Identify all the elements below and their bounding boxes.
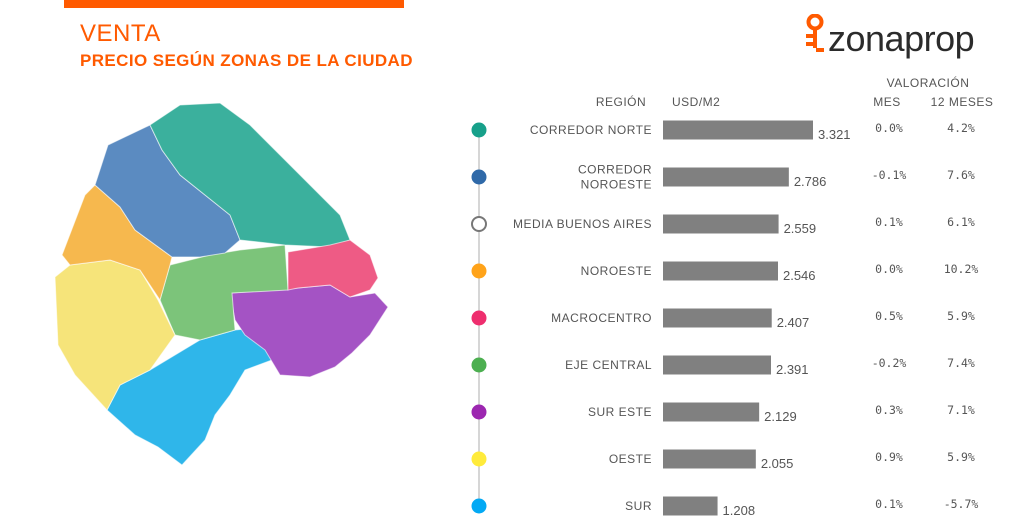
marker-dot [471, 263, 487, 279]
bar [663, 308, 772, 328]
marker-dot [471, 122, 487, 138]
category-label: SUR ESTE [588, 405, 652, 419]
mes-value: 0.3% [875, 403, 903, 417]
bar [663, 355, 771, 375]
category-label: CORREDOR [578, 163, 652, 177]
bar [663, 167, 789, 187]
category-label: OESTE [609, 452, 652, 466]
doce-meses-value: 5.9% [947, 450, 975, 464]
bar [663, 402, 760, 422]
col-header-valoracion: VALORACIÓN [887, 75, 970, 90]
doce-meses-value: 7.4% [947, 356, 975, 370]
bar [663, 449, 756, 469]
doce-meses-value: 10.2% [944, 262, 979, 276]
col-header-price: USD/M2 [672, 95, 720, 109]
mes-value: 0.0% [875, 121, 903, 135]
doce-meses-value: 7.1% [947, 403, 975, 417]
key-icon [806, 14, 824, 52]
mes-value: 0.1% [875, 497, 903, 511]
marker-dot [471, 498, 487, 514]
category-label: SUR [625, 499, 652, 513]
marker-dot [471, 310, 487, 326]
category-label: CORREDOR NORTE [530, 123, 652, 137]
marker-dot [471, 451, 487, 467]
bar [663, 120, 813, 140]
doce-meses-value: 6.1% [947, 215, 975, 229]
zonaprop-logo: zonaprop [804, 14, 1004, 64]
doce-meses-value: 7.6% [947, 168, 975, 182]
bar-value-label: 1.208 [723, 503, 756, 518]
mes-value: 0.0% [875, 262, 903, 276]
mes-value: 0.5% [875, 309, 903, 323]
doce-meses-value: -5.7% [944, 497, 979, 511]
bar-value-label: 3.321 [818, 127, 851, 142]
marker-dot [471, 169, 487, 185]
col-header-12-meses: 12 MESES [931, 95, 994, 109]
bar-value-label: 2.055 [761, 456, 794, 471]
bar-value-label: 2.391 [776, 362, 809, 377]
doce-meses-value: 5.9% [947, 309, 975, 323]
marker-dot [471, 357, 487, 373]
mes-value: -0.2% [872, 356, 907, 370]
map-zone-eje-central [159, 244, 289, 341]
category-label: MACROCENTRO [551, 311, 652, 325]
map-zone-macrocentro [287, 239, 379, 298]
col-header-mes: MES [873, 95, 901, 109]
bar [663, 261, 778, 281]
bar-value-label: 2.546 [783, 268, 816, 283]
mes-value: -0.1% [872, 168, 907, 182]
brand-name: zonaprop [828, 18, 975, 59]
page-title: VENTA [80, 20, 161, 47]
marker-dot [471, 216, 487, 232]
page-subtitle: PRECIO SEGÚN ZONAS DE LA CIUDAD [80, 51, 413, 70]
mes-value: 0.1% [875, 215, 903, 229]
category-label: NOROESTE [581, 178, 652, 192]
category-label: MEDIA BUENOS AIRES [513, 217, 652, 231]
bar [663, 214, 779, 234]
doce-meses-value: 4.2% [947, 121, 975, 135]
marker-dot [471, 404, 487, 420]
bar [663, 496, 718, 516]
bar-value-label: 2.559 [784, 221, 817, 236]
col-header-region: REGIÓN [596, 94, 646, 109]
bar-value-label: 2.129 [764, 409, 797, 424]
bar-value-label: 2.786 [794, 174, 827, 189]
top-accent-bar [64, 0, 404, 8]
category-label: NOROESTE [581, 264, 652, 278]
category-label: EJE CENTRAL [565, 358, 652, 372]
mes-value: 0.9% [875, 450, 903, 464]
city-zones-map [54, 102, 389, 466]
bar-value-label: 2.407 [777, 315, 810, 330]
